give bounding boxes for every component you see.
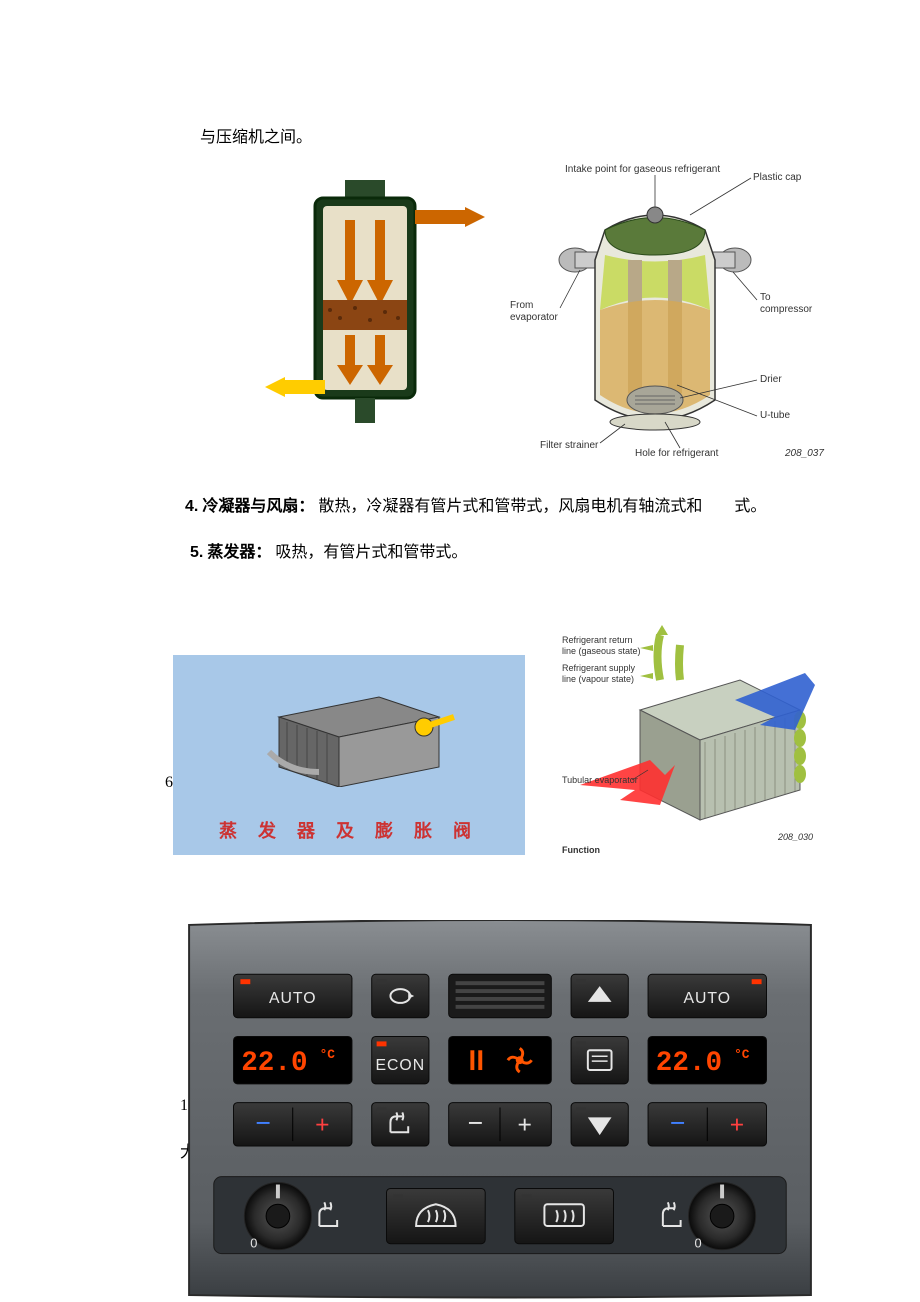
led-off-icon — [377, 979, 387, 984]
accumulator-labeled-diagram: Intake point for gaseous refrigerant Pla… — [505, 160, 835, 460]
label-hole: Hole for refrigerant — [635, 448, 719, 459]
minus-icon: − — [255, 1107, 271, 1138]
item-4-title: 冷凝器与风扇： — [202, 498, 314, 515]
temp-left-value: 22.0 — [241, 1048, 307, 1079]
item-5-title: 蒸发器： — [207, 544, 271, 561]
label-to-comp-1: To — [760, 292, 771, 303]
vent-grille — [449, 974, 552, 1017]
dial-zero-label: 0 — [694, 1236, 701, 1251]
led-icon — [752, 979, 762, 984]
auto-right-label: AUTO — [684, 990, 732, 1007]
figure-row-1: Intake point for gaseous refrigerant Pla… — [175, 160, 815, 475]
auto-left-label: AUTO — [269, 990, 317, 1007]
temp-right-value: 22.0 — [656, 1048, 722, 1079]
label-tubular: Tubular evaporator — [562, 775, 638, 785]
label-plastic-cap: Plastic cap — [753, 172, 802, 183]
label-supply-1: Refrigerant supply — [562, 663, 636, 673]
label-return-1: Refrigerant return — [562, 635, 633, 645]
label-from-evap-1: From — [510, 300, 533, 311]
label-filter: Filter strainer — [540, 440, 599, 451]
document-page: 与压缩机之间。 — [0, 0, 920, 1302]
led-off-icon — [576, 1041, 586, 1046]
evaporator-card: 蒸 发 器 及 膨 胀 阀 — [173, 655, 525, 855]
led-icon — [240, 979, 250, 984]
led-off-icon — [522, 1194, 532, 1199]
figure-row-2: 蒸 发 器 及 膨 胀 阀 — [165, 625, 825, 865]
evaporator-illustration — [219, 667, 479, 787]
label-drier: Drier — [760, 374, 782, 385]
evaporator-caption: 蒸 发 器 及 膨 胀 阀 — [219, 817, 479, 843]
label-return-2: line (gaseous state) — [562, 646, 641, 656]
item-4-text: 散热，冷凝器有管片式和管带式，风扇电机有轴流式和 式。 — [318, 498, 766, 515]
led-off-icon — [576, 979, 586, 984]
label-intake: Intake point for gaseous refrigerant — [565, 164, 720, 175]
plus-icon: + — [315, 1110, 330, 1139]
minus-white-icon: − — [467, 1107, 483, 1138]
label-figno-030: 208_030 — [777, 832, 813, 842]
seat-heat-dial-right[interactable]: 0 — [689, 1183, 756, 1251]
led-icon — [377, 1041, 387, 1046]
label-supply-2: line (vapour state) — [562, 674, 634, 684]
item-5: 5. 蒸发器： 吸热，有管片式和管带式。 — [190, 540, 467, 566]
led-off-icon — [377, 1108, 387, 1113]
receiver-drier-cutaway — [235, 170, 495, 450]
temp-left-unit: °C — [320, 1047, 336, 1062]
dial-zero-label: 0 — [250, 1236, 257, 1251]
label-figno-037: 208_037 — [784, 448, 824, 459]
evaporator-labeled-diagram: Refrigerant return line (gaseous state) … — [560, 625, 820, 860]
led-off-icon — [393, 1194, 403, 1199]
intro-text: 与压缩机之间。 — [200, 125, 312, 151]
item-4-num: 4. — [185, 498, 198, 515]
plus-white-icon: + — [517, 1110, 532, 1139]
item-5-text: 吸热，有管片式和管带式。 — [275, 544, 467, 561]
label-utube: U-tube — [760, 410, 790, 421]
label-from-evap-2: evaporator — [510, 312, 558, 323]
ac-control-panel: AUTO AUTO 22.0 °C ECON — [175, 920, 825, 1300]
econ-label: ECON — [376, 1057, 426, 1074]
item-5-num: 5. — [190, 544, 203, 561]
minus-icon: − — [670, 1107, 686, 1138]
label-to-comp-2: compressor — [760, 304, 813, 315]
led-off-icon — [576, 1108, 586, 1113]
plus-icon: + — [730, 1110, 745, 1139]
label-function: Function — [562, 845, 600, 855]
temp-right-unit: °C — [734, 1047, 750, 1062]
seat-heat-dial-left[interactable]: 0 — [244, 1183, 311, 1251]
center-display — [449, 1036, 552, 1083]
item-4: 4. 冷凝器与风扇： 散热，冷凝器有管片式和管带式，风扇电机有轴流式和 式。 — [185, 494, 766, 520]
